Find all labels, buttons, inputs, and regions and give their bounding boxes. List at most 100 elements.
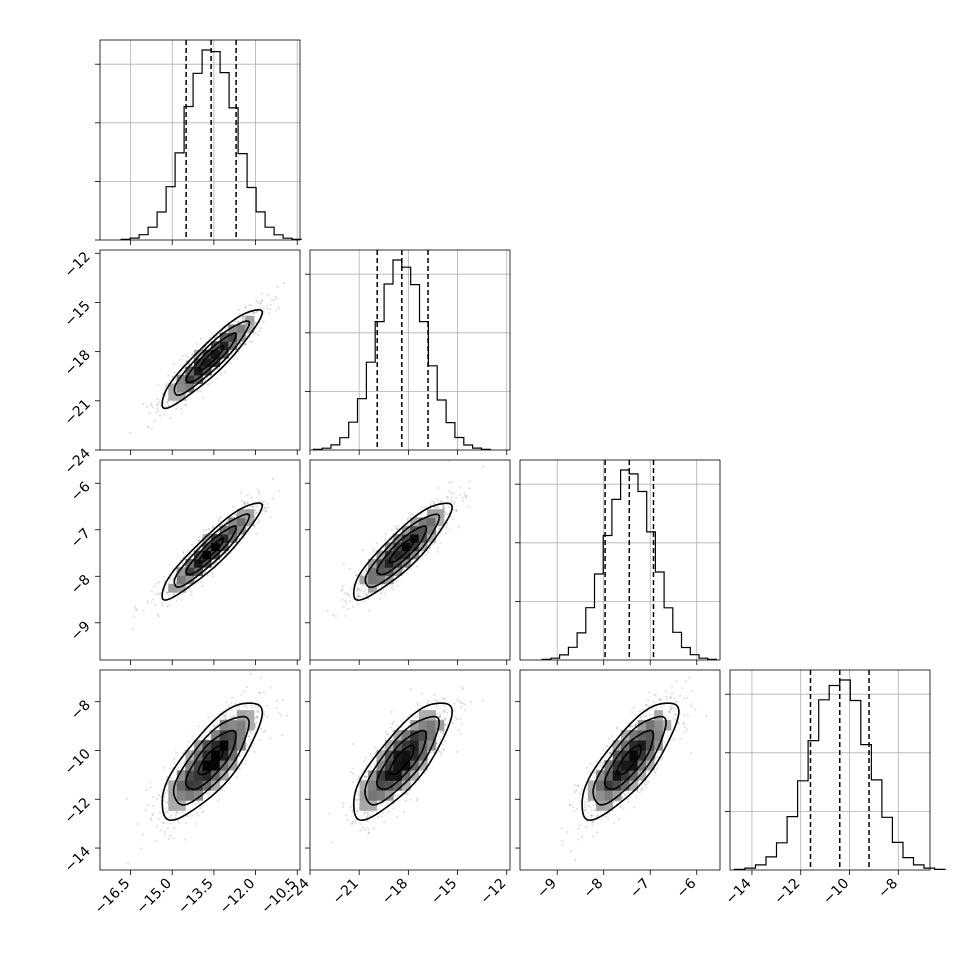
contour-line	[603, 729, 655, 791]
density-cell	[236, 525, 246, 535]
contour-line	[197, 537, 225, 564]
sample-point	[411, 560, 414, 563]
sample-point	[457, 526, 460, 529]
sample-point	[655, 767, 658, 770]
density-cell	[168, 383, 178, 393]
sample-point	[574, 858, 577, 861]
density-cell	[202, 760, 212, 771]
sample-point	[584, 800, 587, 803]
sample-point	[367, 828, 370, 831]
density-cell	[637, 730, 647, 741]
sample-point	[357, 595, 360, 598]
sample-point	[131, 628, 135, 631]
sample-point	[265, 510, 268, 513]
density-cell	[359, 800, 369, 811]
density-cell	[211, 770, 221, 781]
sample-point	[396, 793, 399, 796]
density-cell	[176, 567, 186, 576]
sample-point	[439, 713, 442, 716]
sample-point	[220, 331, 223, 334]
density-cell	[418, 525, 428, 535]
sample-point	[246, 743, 249, 747]
scatter-panel	[326, 460, 485, 618]
sample-point	[173, 371, 177, 374]
sample-point	[435, 742, 438, 745]
sample-point	[161, 604, 164, 607]
sample-point	[436, 699, 439, 702]
sample-point	[174, 813, 177, 817]
sample-point	[363, 812, 366, 816]
sample-point	[199, 389, 202, 393]
sample-point	[648, 691, 651, 694]
sample-point	[634, 724, 637, 727]
sample-point	[342, 563, 345, 566]
sample-point	[449, 515, 452, 518]
contour-line	[185, 525, 238, 576]
density-cell	[427, 517, 436, 527]
sample-point	[157, 592, 160, 596]
sample-point	[274, 309, 278, 312]
sample-point	[269, 516, 272, 519]
sample-point	[660, 756, 664, 760]
sample-point	[243, 762, 246, 765]
density-cell	[211, 730, 221, 741]
density-cell	[637, 760, 647, 771]
density-cell	[418, 730, 428, 741]
sample-point	[156, 613, 159, 616]
sample-point	[464, 709, 467, 712]
sample-point	[144, 809, 147, 812]
sample-point	[231, 696, 234, 699]
sample-point	[424, 553, 427, 556]
sample-point	[166, 811, 169, 814]
sample-point	[633, 806, 636, 809]
sample-point	[394, 525, 397, 528]
density-cell	[194, 770, 203, 781]
sample-point	[357, 794, 360, 797]
sample-point	[627, 791, 630, 794]
sample-point	[127, 862, 130, 865]
sample-point	[591, 821, 594, 824]
sample-point	[235, 776, 238, 779]
sample-point	[244, 501, 247, 504]
sample-point	[359, 589, 362, 592]
sample-point	[203, 571, 207, 574]
density-cell	[228, 760, 238, 771]
sample-point	[593, 776, 596, 779]
density-cell	[176, 770, 186, 781]
sample-point	[255, 721, 258, 724]
scatter-panel	[560, 676, 708, 861]
density-cell	[185, 790, 195, 801]
sample-point	[364, 594, 367, 597]
density-cell	[427, 720, 436, 731]
sample-point	[452, 491, 455, 494]
density-cell	[228, 720, 238, 731]
scatter-panel	[131, 467, 300, 631]
sample-point	[225, 701, 228, 704]
sample-point	[213, 724, 216, 727]
sample-point	[260, 676, 263, 679]
sample-point	[159, 795, 162, 798]
sample-point	[208, 382, 211, 385]
sample-point	[690, 752, 693, 755]
sample-point	[584, 806, 587, 809]
density-cell	[376, 575, 386, 585]
density-cell	[245, 509, 255, 518]
sample-point	[584, 808, 587, 812]
density-cell	[202, 534, 212, 543]
sample-point	[280, 734, 283, 737]
sample-point	[161, 821, 164, 824]
sample-point	[136, 822, 139, 826]
density-cell	[202, 358, 212, 367]
sample-point	[258, 490, 261, 493]
sample-point	[428, 548, 431, 551]
sample-point	[448, 528, 451, 532]
sample-point	[158, 580, 161, 584]
density-cell	[202, 550, 212, 560]
density-cell	[228, 525, 238, 535]
density-cell	[393, 730, 403, 741]
sample-point	[389, 726, 393, 729]
sample-point	[146, 425, 149, 428]
panel-frame	[99, 39, 301, 241]
sample-point	[196, 539, 199, 542]
contour-line	[592, 715, 667, 806]
